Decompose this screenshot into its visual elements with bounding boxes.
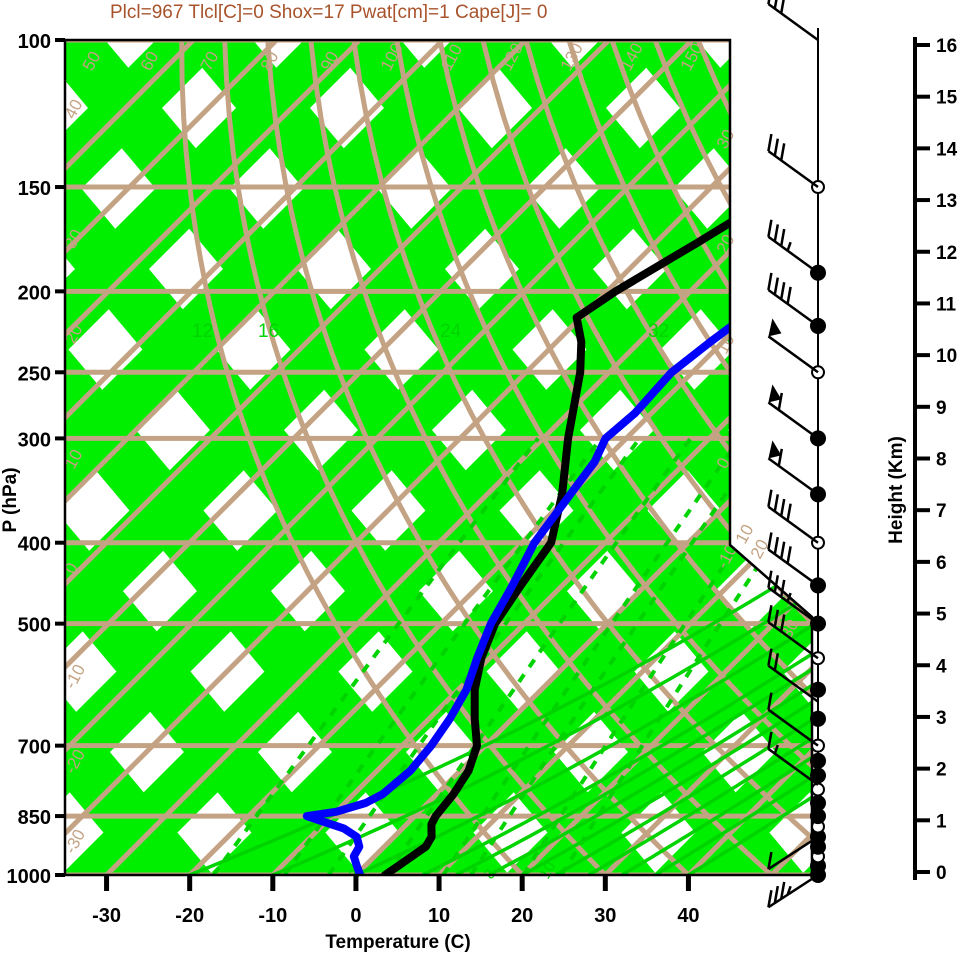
moist-adiabat-label: 16 — [258, 321, 279, 342]
height-tick-label: 3 — [936, 708, 947, 729]
wind-barb — [767, 219, 819, 274]
moist-adiabat-label: 12 — [192, 321, 213, 342]
wind-level-dot — [810, 752, 826, 769]
wind-barb — [767, 0, 819, 42]
x-axis: -30 -20 -10 0 10 20 30 40 — [92, 875, 700, 927]
wind-barb — [767, 318, 819, 374]
x-tick-label: 20 — [511, 905, 533, 927]
height-tick-label: 9 — [936, 398, 947, 419]
wind-barb — [767, 570, 819, 625]
height-tick-label: 1 — [936, 811, 947, 832]
height-tick-label: 0 — [936, 863, 947, 884]
y-axis-label: P (hPa) — [0, 467, 21, 532]
x-tick-label: -10 — [258, 905, 287, 927]
wind-barb — [767, 133, 819, 189]
wind-barbs — [767, 0, 819, 909]
wind-barb — [767, 532, 819, 587]
height-tick-label: 7 — [936, 501, 947, 522]
y-tick-label: 200 — [18, 282, 51, 304]
y-tick-label: 700 — [18, 737, 51, 759]
y-tick-label: 850 — [18, 807, 51, 829]
moist-adiabat-label: 32 — [648, 321, 669, 342]
y-tick-label: 250 — [18, 363, 51, 385]
wind-barb — [767, 835, 819, 871]
height-tick-label: 12 — [936, 243, 957, 264]
height-tick-label: 13 — [936, 191, 957, 212]
x-tick-label: -20 — [175, 905, 204, 927]
height-tick-label: 15 — [936, 88, 958, 109]
wind-level-dot — [810, 681, 826, 698]
height-tick-label: 14 — [936, 139, 958, 160]
x-tick-label: 40 — [677, 905, 699, 927]
wind-barb — [767, 692, 819, 747]
x-axis-label: Temperature (C) — [325, 932, 470, 953]
wind-profile — [767, 0, 826, 909]
height-tick-label: 16 — [936, 36, 957, 57]
page-title: Plcl=967 Tlcl[C]=0 Shox=17 Pwat[cm]=1 Ca… — [110, 2, 547, 23]
wind-barb — [767, 384, 819, 440]
x-tick-label: 30 — [594, 905, 616, 927]
y-tick-label: 300 — [18, 429, 51, 451]
height-tick-label: 4 — [936, 656, 947, 677]
y-tick-label: 400 — [18, 534, 51, 556]
height-tick-label: 5 — [936, 605, 947, 626]
x-tick-label: 10 — [428, 905, 450, 927]
x-tick-label: 0 — [350, 905, 361, 927]
wind-barb — [767, 440, 819, 496]
wind-level-dot — [810, 795, 826, 812]
x-tick-label: -30 — [92, 905, 121, 927]
height-tick-label: 2 — [936, 760, 947, 781]
moist-adiabat-lines — [189, 52, 812, 875]
y-tick-label: 500 — [18, 615, 51, 637]
height-axis-label: Height (Km) — [886, 436, 907, 544]
y-tick-label: 100 — [18, 31, 51, 53]
wind-level-dot — [811, 782, 825, 797]
mixing-ratio-lines — [211, 437, 812, 875]
height-tick-label: 8 — [936, 450, 947, 471]
moist-adiabat-label: 24 — [440, 321, 462, 342]
height-tick-label: 6 — [936, 553, 947, 574]
wind-barb — [767, 489, 819, 544]
wind-barb — [767, 873, 819, 909]
wind-level-dot — [810, 710, 826, 727]
wind-barb — [767, 648, 819, 703]
y-tick-label: 150 — [18, 178, 51, 200]
wind-barb — [767, 272, 819, 327]
height-tick-label: 11 — [936, 294, 957, 315]
wind-barb — [767, 605, 819, 660]
y-tick-label: 1000 — [7, 866, 52, 888]
height-tick-label: 10 — [936, 346, 957, 367]
wind-level-dot — [810, 808, 826, 825]
wind-barb — [767, 731, 819, 786]
isotherm-lines — [65, 40, 812, 875]
y-axis-pressure: 100 150 200 250 300 400 500 700 850 1000 — [7, 31, 65, 888]
